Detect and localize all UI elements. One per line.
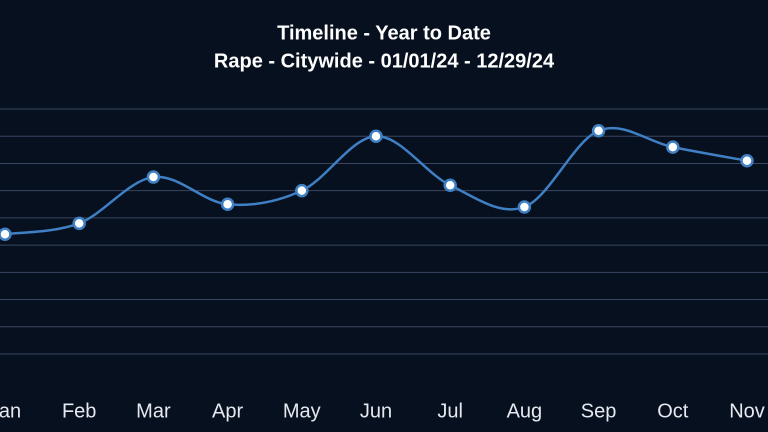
point xyxy=(369,129,383,143)
x-tick-label: Jun xyxy=(360,400,392,422)
point xyxy=(443,178,457,192)
x-tick-label: Sep xyxy=(581,400,617,422)
x-tick-label: Apr xyxy=(212,400,243,422)
x-tick-label: Feb xyxy=(62,400,96,422)
x-tick-label: Nov xyxy=(729,400,765,422)
point xyxy=(740,153,754,168)
x-tick-label: Jul xyxy=(437,400,463,422)
point xyxy=(295,183,309,198)
point xyxy=(591,124,606,138)
point xyxy=(72,216,86,231)
point xyxy=(666,140,680,154)
chart-subtitle: Rape - Citywide - 01/01/24 - 12/29/24 xyxy=(214,50,555,72)
point xyxy=(220,197,235,212)
chart-title: Timeline - Year to Date xyxy=(277,22,491,44)
point xyxy=(146,170,161,184)
x-tick-label: Mar xyxy=(136,400,171,422)
point xyxy=(0,227,12,241)
x-tick-label: Aug xyxy=(507,400,543,422)
x-tick-label: Jan xyxy=(0,400,21,422)
x-tick-label: May xyxy=(283,400,321,422)
point xyxy=(517,200,532,214)
x-tick-label: Oct xyxy=(657,400,689,422)
